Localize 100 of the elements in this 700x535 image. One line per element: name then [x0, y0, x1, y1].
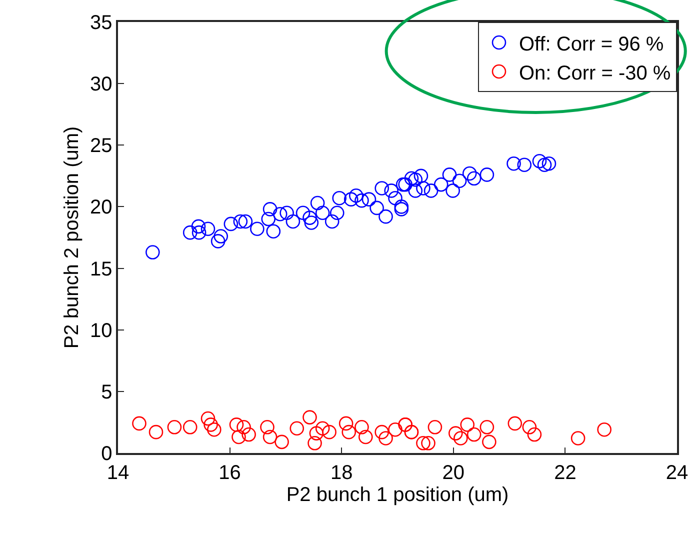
point: [315, 421, 330, 436]
y-tick-label: 25: [90, 135, 112, 158]
point: [302, 210, 317, 225]
point: [192, 225, 206, 240]
point: [262, 202, 278, 216]
point: [414, 168, 428, 184]
point: [236, 420, 251, 434]
point: [506, 156, 521, 171]
point: [394, 200, 409, 214]
point: [348, 188, 364, 203]
x-axis-title: P2 bunch 1 position (um): [286, 484, 509, 506]
point: [191, 219, 206, 234]
point: [309, 426, 324, 440]
y-tick-label: 15: [90, 258, 112, 280]
point: [274, 434, 289, 450]
point: [304, 216, 319, 230]
point: [233, 214, 248, 229]
x-tick-label: 18: [330, 462, 353, 484]
point: [302, 410, 317, 424]
point: [272, 206, 288, 222]
point: [286, 214, 300, 229]
point: [330, 206, 344, 220]
point: [266, 224, 281, 238]
point: [322, 424, 336, 440]
point: [404, 171, 419, 186]
point: [358, 430, 373, 444]
point: [388, 422, 402, 437]
point: [132, 416, 146, 431]
point: [207, 422, 222, 437]
point: [374, 181, 389, 196]
point: [480, 168, 494, 182]
point: [570, 431, 586, 446]
point: [378, 209, 393, 224]
point: [262, 430, 278, 444]
point: [182, 420, 198, 434]
y-axis-title: P2 bunch 2 position (um): [61, 126, 83, 349]
point: [261, 212, 276, 226]
point: [378, 431, 393, 446]
point: [388, 190, 402, 206]
point: [537, 158, 552, 172]
point: [214, 229, 228, 244]
point: [466, 171, 482, 186]
point: [310, 196, 325, 210]
point: [522, 420, 537, 434]
point: [296, 206, 310, 220]
point: [480, 420, 494, 434]
point: [428, 420, 442, 434]
point: [424, 184, 438, 198]
point: [204, 418, 218, 432]
point: [421, 436, 436, 450]
x-tick-label: 20: [442, 462, 465, 484]
point: [344, 192, 358, 206]
point: [442, 168, 457, 182]
legend-label: Off: Corr = 96 %: [519, 33, 664, 56]
point: [167, 420, 182, 434]
point: [408, 172, 423, 187]
point: [517, 158, 532, 172]
point: [200, 411, 216, 426]
point: [527, 427, 542, 442]
point: [362, 192, 376, 206]
point: [370, 200, 384, 216]
point: [416, 181, 430, 196]
point: [308, 436, 322, 450]
point: [462, 166, 477, 181]
x-tick-label: 16: [218, 462, 241, 484]
point: [182, 225, 198, 240]
point: [452, 174, 467, 188]
point: [542, 156, 556, 171]
point: [460, 418, 475, 432]
point: [210, 234, 226, 248]
point: [260, 420, 274, 434]
point: [384, 184, 398, 198]
point: [280, 206, 294, 220]
point: [229, 418, 244, 432]
point: [200, 222, 216, 236]
point: [232, 430, 246, 444]
point: [332, 190, 347, 206]
point: [466, 427, 482, 442]
point: [454, 431, 468, 446]
legend-label: On: Corr = -30 %: [519, 62, 671, 84]
point: [508, 416, 522, 431]
point: [354, 420, 369, 434]
y-tick-label: 20: [90, 196, 112, 219]
point: [482, 434, 496, 450]
point: [446, 184, 460, 198]
x-tick-label: 22: [554, 462, 576, 484]
y-tick-label: 10: [90, 320, 112, 342]
point: [290, 421, 304, 436]
point: [324, 214, 340, 229]
point: [532, 154, 547, 168]
point: [374, 424, 389, 440]
point: [597, 422, 612, 437]
point: [238, 214, 253, 229]
y-tick-label: 30: [90, 74, 112, 96]
point: [315, 206, 330, 220]
point: [338, 416, 354, 431]
point: [224, 216, 238, 232]
y-tick-label: 35: [90, 12, 112, 34]
point: [242, 427, 256, 442]
y-tick-label: 5: [101, 381, 112, 404]
